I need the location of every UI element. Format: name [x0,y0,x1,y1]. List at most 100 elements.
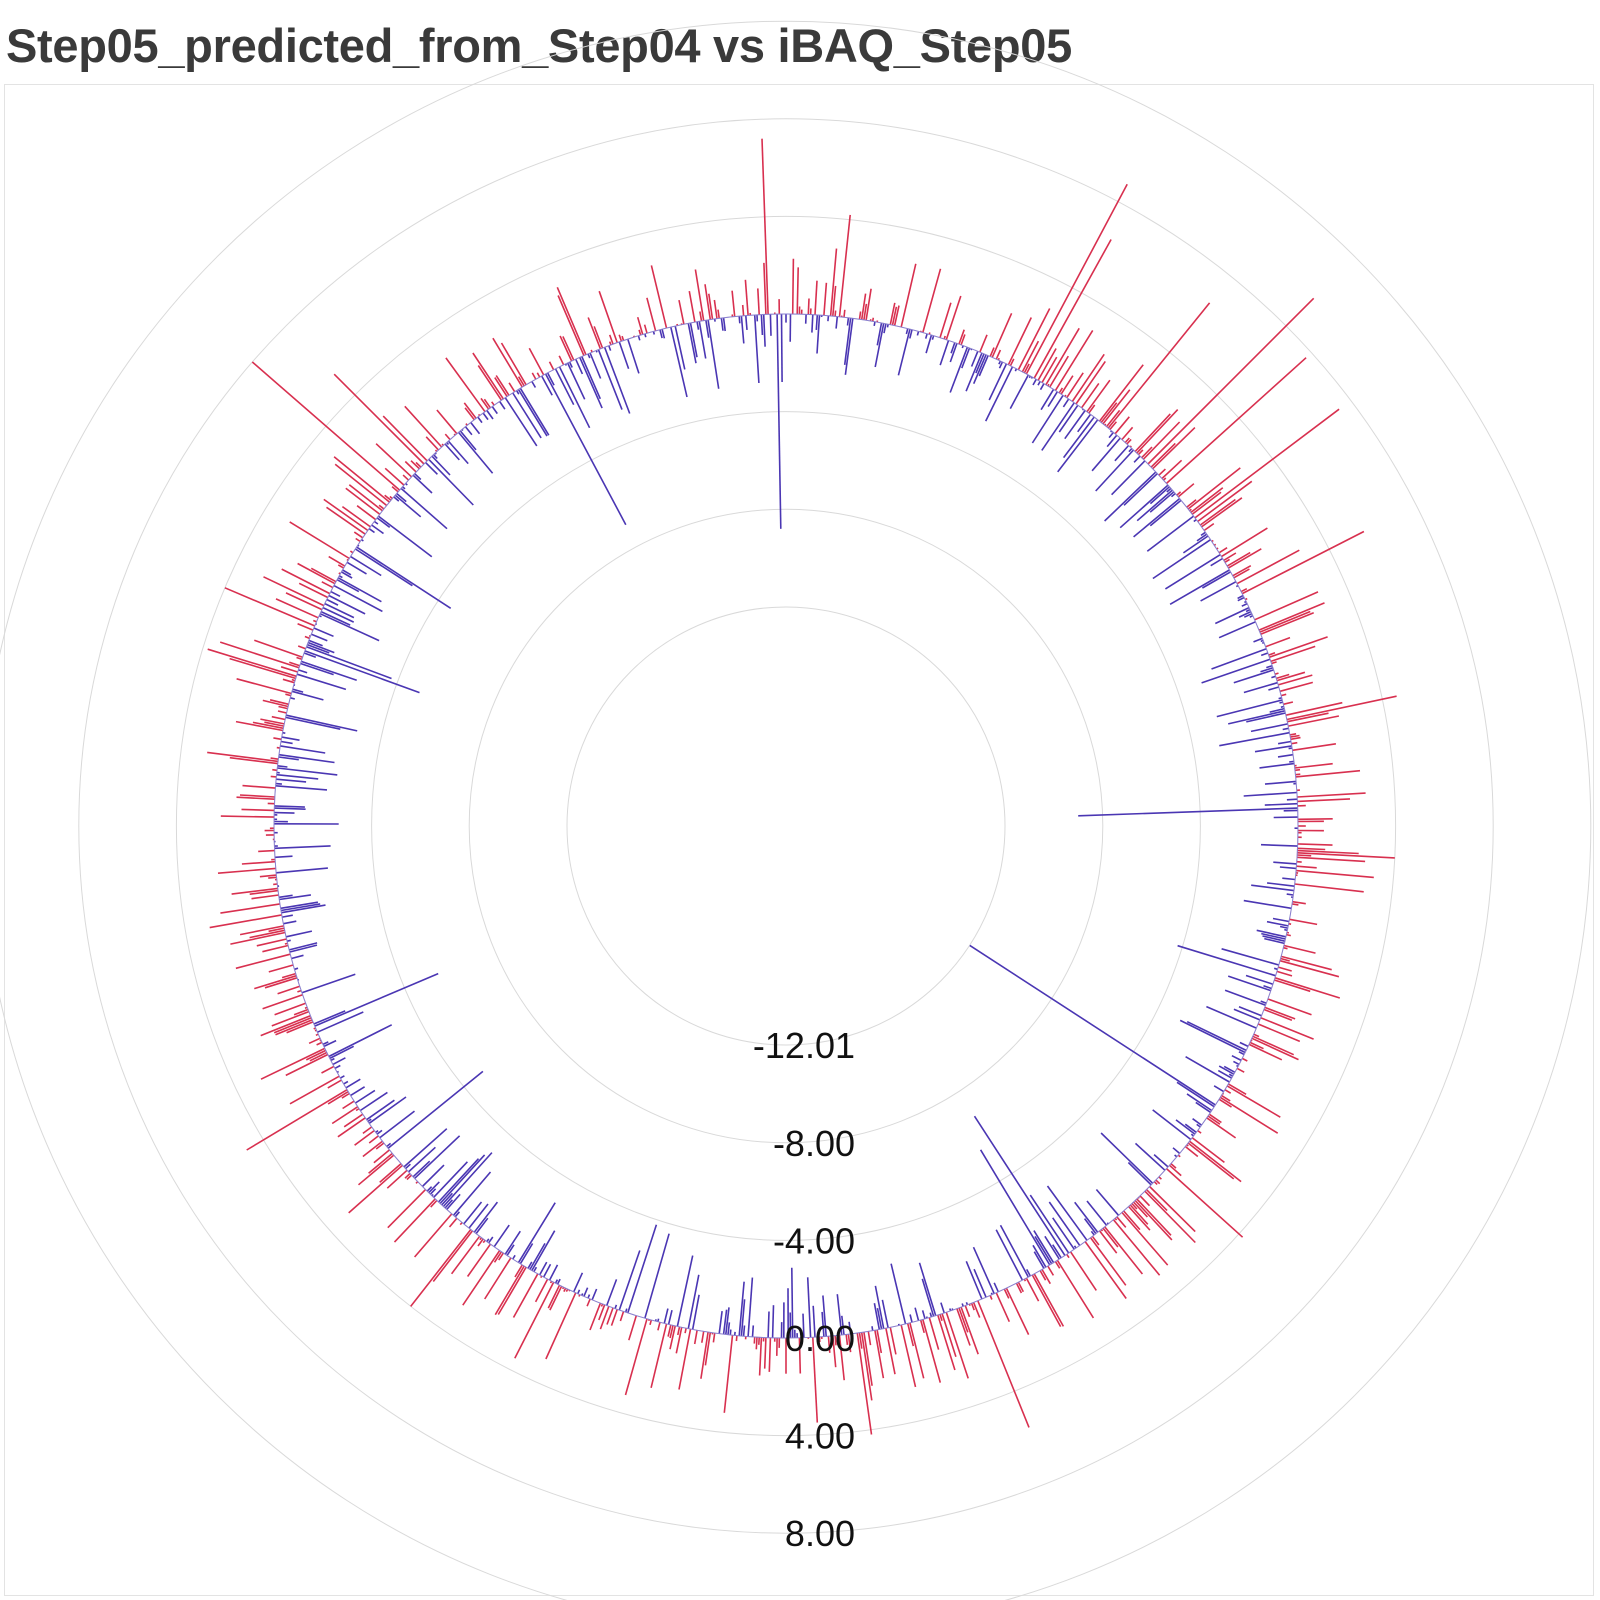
positive-bar [334,463,388,507]
positive-bar [508,382,516,393]
positive-bar [1279,681,1314,693]
negative-bar [1025,1269,1032,1277]
positive-bar [643,324,648,334]
positive-bar [956,1308,971,1346]
negative-bar [1221,948,1280,966]
negative-bar [1245,608,1251,613]
negative-bar [821,1311,825,1337]
negative-bar [1288,747,1293,750]
negative-bar [751,1325,755,1337]
positive-bar [235,953,291,970]
positive-bar [1252,1035,1295,1056]
positive-bar [1226,1085,1281,1118]
negative-bar [1262,935,1286,942]
positive-bar [272,768,278,772]
negative-bar [280,903,321,912]
negative-bar [546,372,555,386]
positive-bar [827,1336,831,1353]
positive-bar [356,505,377,521]
positive-bar [492,337,523,388]
positive-bar [281,972,296,979]
negative-bar [1108,431,1115,439]
negative-bar [285,930,313,938]
positive-bar [684,1328,687,1334]
positive-bar [285,1053,329,1077]
positive-bar [298,582,329,599]
positive-bar [677,1326,681,1336]
positive-bar [1080,382,1100,409]
negative-bar [1264,780,1297,785]
negative-bar [1136,489,1173,522]
negative-bar [1228,710,1286,725]
positive-bar [285,592,323,611]
negative-bar [1268,686,1280,691]
negative-bar [324,602,355,619]
grid-rings [0,20,1592,1600]
positive-bar [937,1314,956,1371]
positive-bar [1033,239,1112,379]
positive-bar [404,405,443,448]
positive-bar [891,306,898,326]
positive-bar [1274,977,1341,999]
positive-bar [1226,551,1251,567]
negative-bar [276,867,328,874]
negative-bar [414,473,422,481]
positive-bar [834,310,837,317]
negative-bar [972,1246,995,1295]
negative-bar [371,524,384,535]
positive-bar [209,914,282,929]
negative-bar [1149,499,1182,527]
negative-bar [303,652,317,658]
positive-bar [1056,1259,1095,1319]
positive-bar [484,1257,512,1300]
positive-bar [1289,918,1318,926]
negative-bar [670,326,688,398]
positive-bar [296,656,303,661]
negative-bar [291,690,324,701]
positive-bar [1258,602,1325,631]
negative-bar [587,1294,591,1299]
positive-bar [297,622,314,631]
negative-bar [464,426,473,436]
negative-bar [338,575,343,579]
positive-bar [304,635,310,640]
negative-bar [387,1070,484,1149]
positive-bar [741,304,745,316]
negative-bar [993,1282,1000,1293]
negative-bar [499,401,506,410]
negative-bar [488,1236,494,1244]
negative-bar [400,487,448,530]
positive-bar [977,1300,1030,1428]
positive-bar [517,376,525,387]
positive-bar [832,285,837,317]
negative-bar [806,1277,812,1338]
positive-bar [495,375,510,396]
positive-bar [1232,565,1252,577]
positive-bar [274,1002,306,1016]
negative-bar [597,349,623,410]
positive-bar [860,1332,873,1401]
positive-bar [885,1328,896,1375]
positive-bar [217,867,276,874]
positive-bar [293,1008,309,1016]
positive-bar [251,361,401,491]
negative-bar [1133,455,1141,463]
negative-bar [1033,1230,1055,1264]
positive-bar [545,1292,577,1360]
positive-bar [1241,530,1365,595]
negative-bar [1200,580,1237,602]
positive-bar [1248,1043,1283,1061]
positive-bar [491,401,495,406]
positive-bar [1219,1096,1279,1134]
positive-bar [675,1327,683,1354]
positive-bar [1102,389,1131,425]
positive-bar [922,268,942,333]
negative-bar [276,773,319,780]
positive-bar [1227,1083,1247,1095]
negative-bar [1253,637,1263,643]
negative-bar [373,520,379,525]
negative-bar [1175,1119,1196,1135]
negative-bar [691,1294,700,1330]
positive-bar [1291,741,1298,745]
negative-bar [274,845,331,850]
